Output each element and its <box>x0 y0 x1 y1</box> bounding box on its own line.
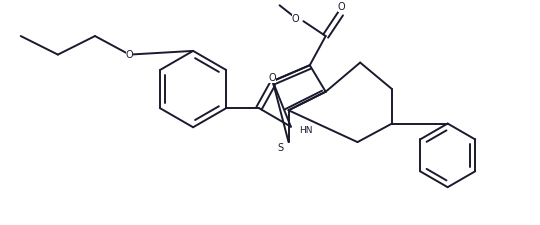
Text: S: S <box>278 144 284 153</box>
Text: O: O <box>126 50 133 60</box>
Text: O: O <box>338 2 346 12</box>
Text: O: O <box>292 14 299 24</box>
Text: HN: HN <box>299 126 312 135</box>
Text: O: O <box>268 73 276 83</box>
